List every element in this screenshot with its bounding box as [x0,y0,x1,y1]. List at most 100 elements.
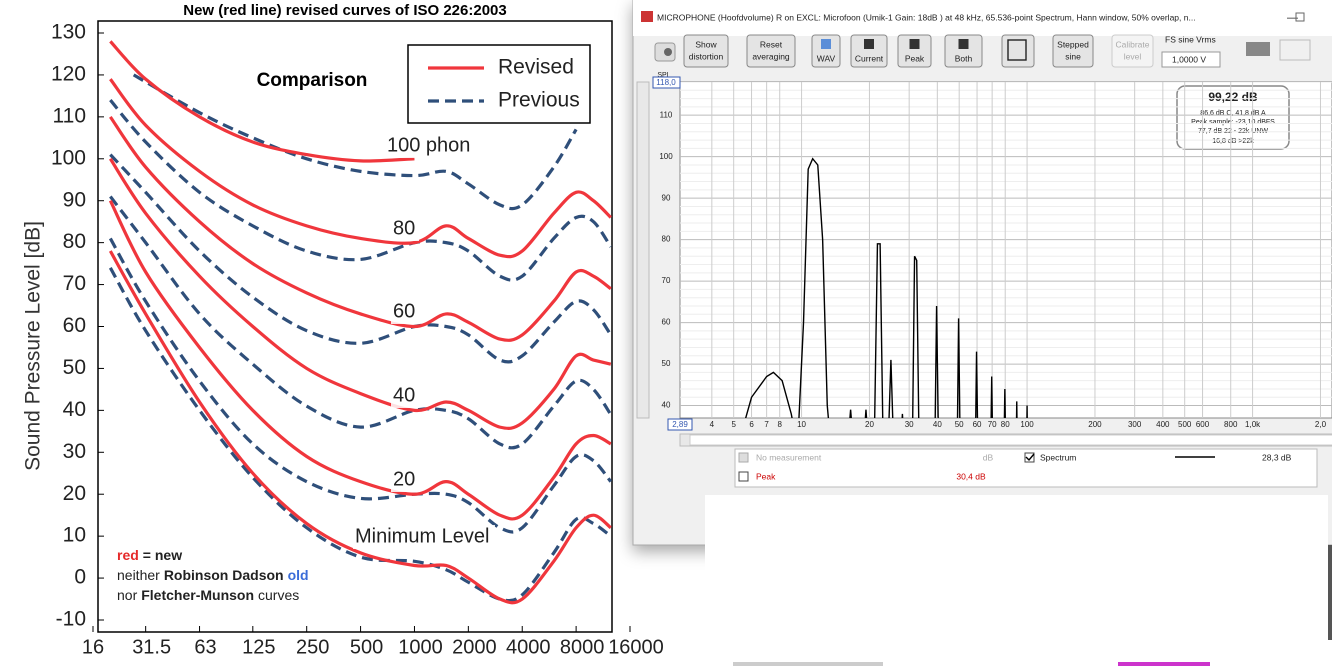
curve-label: 20 [393,468,415,490]
legend-label: Revised [498,56,574,79]
icon[interactable] [1279,39,1311,61]
toolbar-button[interactable] [897,34,932,68]
icon[interactable] [1246,42,1270,56]
ylim-box [652,76,681,89]
note: nor Fletcher-Munson curves [117,587,299,603]
previous-curve [132,73,578,211]
x-tick-label: 70 [988,420,997,429]
x-tick-label: 600 [1196,420,1210,429]
toolbar-button[interactable] [944,34,983,68]
toolbar-button[interactable] [1111,34,1154,68]
note-part: nor [117,587,138,603]
note: neither Robinson Dadson old [117,567,309,583]
legend-value: 30,4 dB [956,471,986,481]
previous-curve [109,153,612,364]
y-tick-label: 50 [63,356,86,379]
toolbar-button[interactable] [850,34,888,68]
toolbar-button[interactable] [811,34,841,68]
previous-curve [108,267,612,603]
x-tick-label: 250 [296,636,329,658]
x-tick-label: 80 [1001,420,1010,429]
button-label: Current [855,53,884,63]
x-tick-label: 7 [764,420,769,429]
y-tick-label: 90 [662,193,671,202]
x-tick-label: 40 [933,420,942,429]
checkbox[interactable] [738,452,749,463]
y-tick-label: 120 [51,62,86,85]
x-tick-label: 16 [82,636,104,658]
toolbar-button[interactable] [683,34,729,68]
x-tick-label: 30 [905,420,914,429]
x-tick-label: 500 [1178,420,1192,429]
y-tick-label: 80 [662,235,671,244]
x-tick-label: 500 [350,636,383,658]
y-tick-label: 50 [662,359,671,368]
info-box [1176,85,1290,150]
legend-title: Comparison [257,70,368,91]
v-scrollbar[interactable] [636,81,650,419]
curve-label: 80 [393,217,415,239]
legend-unit: dB [983,452,994,462]
x-tick-label: 63 [194,636,216,658]
x-tick-label: 8000 [560,636,605,658]
fs-value: 1,0000 V [1172,54,1206,64]
toolbar-button[interactable] [746,34,796,68]
y-tick-label: 40 [63,398,86,421]
scroll-thumb[interactable] [689,434,1332,446]
checkbox[interactable] [738,471,749,482]
button-icon [909,39,920,49]
label-bg [391,300,419,324]
x-tick-label: 20 [865,420,874,429]
y-tick-label: 70 [662,276,671,285]
label-bg [353,525,495,549]
x-tick-label: 800 [1224,420,1238,429]
title-bar [633,0,1332,36]
revised-curve [108,200,612,521]
note-part: curves [258,587,299,603]
toolbar-button[interactable] [1052,34,1094,68]
legend-label: Peak [756,471,776,481]
note: red = new [117,547,182,563]
chart-title: New (red line) revised curves of ISO 226… [183,2,506,19]
legend-value: 28,3 dB [1262,452,1292,462]
note-part: Robinson Dadson [164,567,284,583]
legend-label: Spectrum [1040,452,1076,462]
fs-input[interactable] [1161,51,1221,68]
maximize[interactable] [1295,12,1305,22]
y-tick-label: 90 [63,188,86,211]
x-tick-label: 2,0 [1315,420,1327,429]
x-tick-label: 300 [1128,420,1142,429]
legend-label: Previous [498,89,580,112]
revised-curve [109,78,612,259]
y-tick-label: 60 [662,318,671,327]
y-tick-label: -10 [56,608,86,631]
curve-label: 100 phon [387,134,470,156]
button-label: WAV [817,53,836,63]
note-part: = new [143,547,182,563]
spectrum-line [744,157,1028,418]
y-tick-label: 110 [53,104,86,127]
y-tick-label: 0 [74,566,86,589]
note-part: old [288,567,309,583]
taskbar-bit [733,662,883,666]
x-tick-label: 4000 [506,636,551,658]
button-label: averaging [752,51,790,61]
info-line: Peak sample: -23,10 dBFS [1191,119,1275,126]
x-tick-label: 100 [1020,420,1034,429]
button-label: Show [695,39,717,49]
info-line: 86,6 dB C, 41,8 dB A [1200,110,1266,117]
x-tick-label: 60 [973,420,982,429]
label-bg [391,468,419,492]
minimize[interactable]: — [1287,12,1298,24]
fs-label: FS sine Vrms [1165,34,1216,44]
y-tick-label: 40 [662,401,671,410]
legend-box [407,44,591,124]
label-bg [391,384,419,408]
x-tick-label: 10 [797,420,806,429]
taskbar-bit [1118,662,1210,666]
plot [680,82,1332,418]
button-label: distortion [689,51,724,61]
checkbox[interactable] [1024,452,1035,463]
